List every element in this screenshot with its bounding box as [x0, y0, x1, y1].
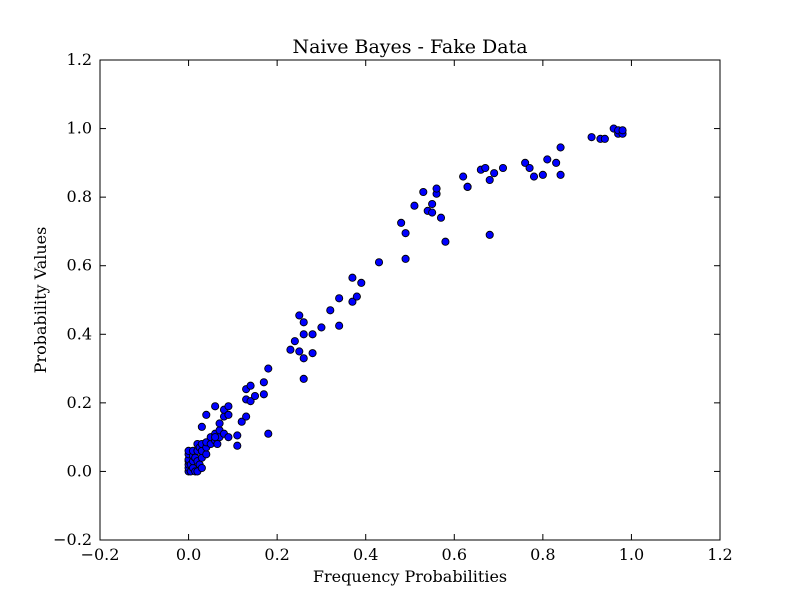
- data-point: [335, 294, 344, 303]
- data-point: [202, 410, 211, 419]
- data-point: [419, 187, 428, 197]
- data-point: [290, 337, 299, 346]
- data-point: [197, 463, 206, 473]
- y-tick-label: 0.4: [67, 324, 92, 343]
- data-point: [295, 347, 304, 356]
- x-tick-label: 0.4: [353, 545, 378, 564]
- data-point: [538, 170, 547, 179]
- data-point: [250, 391, 260, 401]
- plot-frame: [99, 59, 721, 541]
- data-point: [224, 433, 233, 442]
- data-point: [259, 378, 268, 387]
- x-tick-label: 0.0: [176, 545, 201, 564]
- data-point: [237, 417, 246, 426]
- data-point: [197, 422, 206, 431]
- y-tick-label: 0.8: [67, 187, 92, 206]
- data-point: [618, 126, 627, 135]
- data-point: [317, 323, 326, 332]
- data-point: [242, 412, 251, 421]
- data-point: [335, 321, 344, 330]
- data-point: [463, 182, 472, 191]
- data-point: [587, 133, 596, 142]
- data-point: [432, 184, 441, 193]
- y-axis-title: Probability Values: [31, 227, 50, 374]
- data-point: [299, 374, 308, 383]
- data-point: [521, 158, 530, 167]
- data-point: [529, 172, 539, 181]
- data-point: [441, 237, 450, 246]
- x-tick-label: 0.2: [264, 545, 289, 564]
- y-tick-label: 1.2: [67, 50, 92, 69]
- data-point: [264, 429, 273, 438]
- ticks-layer: −0.2 0.0 0.2 0.4 0.6 0.8 1.0 1.2 −0.2 0.0 0.2 0.4 0.…: [53, 50, 733, 564]
- data-point: [233, 441, 242, 450]
- x-tick-label: −0.2: [81, 545, 120, 564]
- data-point: [428, 208, 437, 217]
- data-point: [259, 390, 268, 399]
- x-tick-label: 0.8: [530, 545, 555, 564]
- data-point: [308, 349, 317, 358]
- data-point: [543, 155, 552, 164]
- data-point: [374, 258, 384, 267]
- data-point: [401, 229, 410, 238]
- data-point: [299, 318, 308, 327]
- y-tick-label: 0.2: [67, 393, 92, 412]
- data-point: [352, 292, 361, 301]
- data-point: [498, 163, 508, 173]
- data-point: [552, 158, 561, 167]
- data-point: [215, 419, 224, 428]
- data-point: [213, 439, 222, 449]
- y-tick-label: 0.6: [67, 256, 92, 275]
- data-point: [600, 134, 609, 143]
- data-point: [348, 273, 357, 282]
- x-tick-label: 1.0: [619, 545, 644, 564]
- data-point: [202, 450, 211, 459]
- data-point: [264, 364, 273, 373]
- data-point: [436, 213, 446, 222]
- data-point: [246, 381, 255, 390]
- data-point: [490, 169, 499, 178]
- y-tick-label: 1.0: [67, 119, 92, 138]
- data-point: [295, 311, 304, 320]
- data-point: [410, 201, 419, 210]
- points-layer: [184, 124, 627, 476]
- data-point: [556, 170, 565, 179]
- data-point: [246, 397, 255, 406]
- data-point: [556, 143, 565, 152]
- data-point: [481, 163, 490, 173]
- data-point: [211, 402, 220, 411]
- data-point: [348, 297, 357, 306]
- data-point: [233, 431, 242, 440]
- data-point: [211, 433, 220, 442]
- data-point: [326, 306, 335, 315]
- data-point: [286, 345, 295, 354]
- data-point: [224, 410, 233, 419]
- y-tick-label: −0.2: [53, 530, 92, 549]
- data-point: [401, 254, 410, 263]
- x-tick-label: 1.2: [707, 545, 732, 564]
- y-tick-label: 0.0: [67, 461, 92, 480]
- data-point: [485, 230, 494, 239]
- data-point: [397, 218, 406, 227]
- data-point: [299, 330, 308, 339]
- x-tick-label: 0.6: [442, 545, 467, 564]
- data-point: [224, 402, 233, 411]
- data-point: [485, 175, 494, 185]
- data-point: [525, 163, 534, 173]
- chart-title: Naive Bayes - Fake Data: [292, 36, 527, 58]
- data-point: [459, 172, 468, 181]
- data-point: [299, 354, 308, 363]
- x-axis-title: Frequency Probabilities: [313, 567, 507, 586]
- data-point: [308, 330, 317, 339]
- data-point: [357, 278, 366, 287]
- data-point: [428, 199, 437, 209]
